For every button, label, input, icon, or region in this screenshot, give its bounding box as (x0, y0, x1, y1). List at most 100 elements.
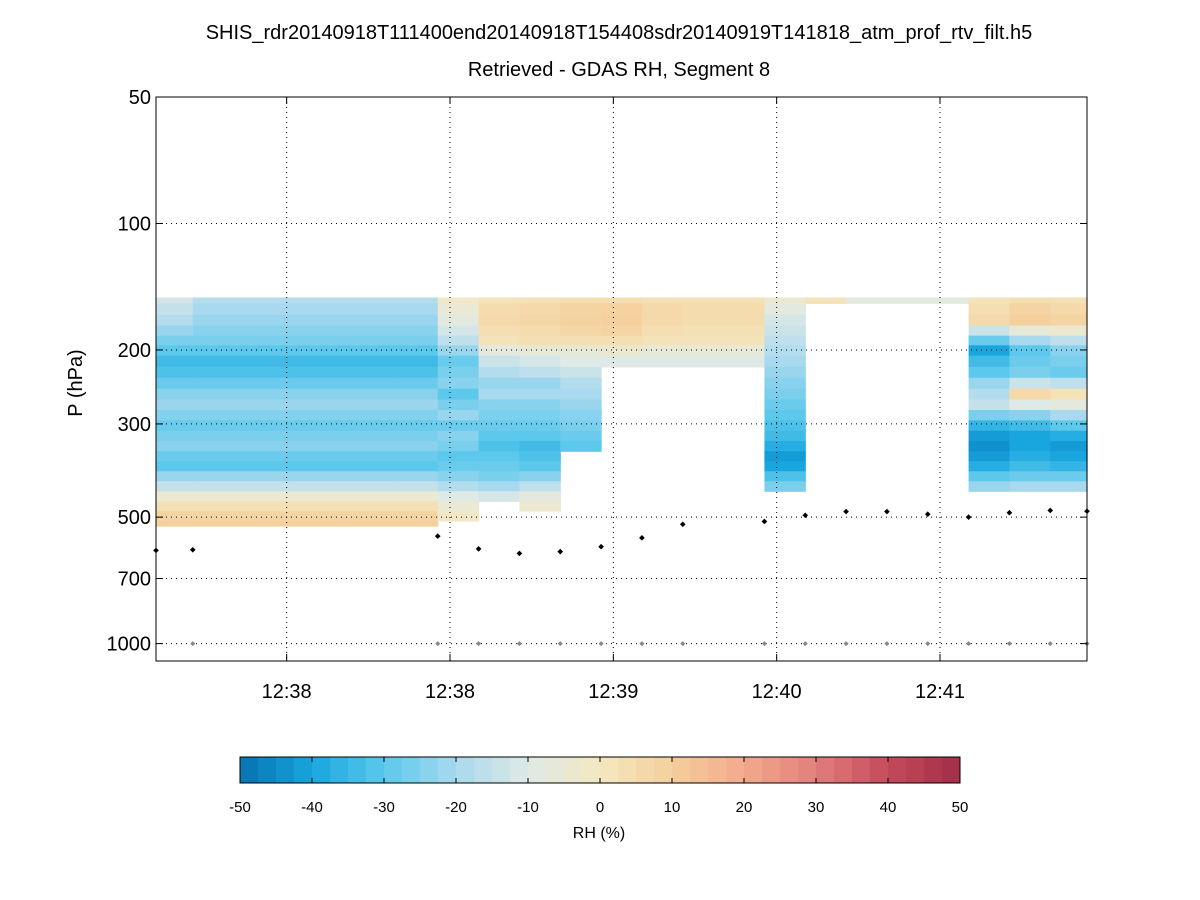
surface-pressure-marker (1047, 507, 1054, 514)
heatmap-cell (519, 399, 561, 411)
heatmap-cell (192, 511, 296, 522)
heatmap-cell (641, 325, 684, 337)
surface-pressure-marker (965, 514, 972, 520)
heatmap-cell (519, 440, 561, 452)
colorbar-cell (816, 757, 835, 783)
heatmap-cell (396, 471, 439, 482)
heatmap-cell (968, 399, 1011, 411)
heatmap-cell (478, 345, 521, 357)
heatmap-cell (192, 471, 296, 482)
heatmap-cell (156, 377, 194, 390)
bottom-level-marker (190, 641, 196, 647)
heatmap-cell (764, 461, 806, 472)
colorbar-tick-label: 0 (596, 799, 604, 816)
colorbar-ticks: -50 -40 -30 -20 -10 0 10 20 30 40 50 (229, 757, 968, 816)
y-tick-label: 200 (118, 340, 151, 362)
heatmap-cell (601, 355, 643, 368)
heatmap-cell (641, 303, 684, 316)
heatmap-cell (294, 430, 398, 442)
surface-pressure-marker (884, 508, 890, 515)
heatmap-cell (1050, 297, 1088, 304)
heatmap-cell (396, 511, 439, 522)
heatmap-cell (968, 314, 1011, 327)
heatmap-cell (1009, 325, 1051, 337)
heatmap-cell (1009, 377, 1051, 390)
colorbar-cell (312, 757, 331, 783)
heatmap-cell (682, 314, 766, 327)
heatmap-cell (764, 345, 806, 357)
heatmap-cell (560, 297, 602, 304)
chart-title: SHIS_rdr20140918T111400end20140918T15440… (206, 22, 1033, 44)
heatmap-cell (156, 366, 194, 379)
heatmap-cell (968, 471, 1011, 482)
heatmap-cell (764, 409, 806, 422)
heatmap-cell (1009, 409, 1051, 422)
heatmap-cell (192, 325, 296, 337)
plot-area (153, 96, 1090, 662)
heatmap-cell (478, 420, 521, 432)
heatmap-cell (601, 335, 643, 346)
heatmap-cell (968, 440, 1011, 452)
heatmap-cell (437, 388, 480, 401)
colorbar-cell (294, 757, 313, 783)
heatmap-cell (519, 420, 561, 432)
y-tick-label: 300 (118, 414, 151, 436)
surface-pressure-marker (475, 546, 482, 552)
bottom-level-marker (680, 641, 686, 647)
heatmap-cell (519, 303, 561, 316)
heatmap-cell (437, 430, 480, 442)
heatmap-cell (1050, 461, 1088, 472)
heatmap-cell (294, 303, 398, 316)
colorbar-cell (636, 757, 655, 783)
heatmap-cell (968, 430, 1011, 442)
colorbar-cell (474, 757, 493, 783)
heatmap-cell (294, 501, 398, 512)
heatmap-cell (192, 481, 296, 492)
colorbar-cell (852, 757, 871, 783)
plot-frame (155, 96, 1088, 662)
heatmap-cell (519, 461, 561, 472)
heatmap-cell (1050, 430, 1088, 442)
colorbar-cell (456, 757, 475, 783)
heatmap-cell (156, 345, 194, 357)
heatmap-cell (396, 399, 439, 411)
bottom-level-marker (761, 641, 767, 647)
heatmap-cell (437, 303, 480, 316)
heatmap-cell (156, 420, 194, 432)
colorbar-cell (600, 757, 619, 783)
heatmap-cell (396, 388, 439, 401)
heatmap-cell (437, 297, 480, 304)
colorbar-cell (834, 757, 853, 783)
colorbar-cell (906, 757, 925, 783)
heatmap-cell (437, 491, 480, 502)
heatmap-cell (478, 451, 521, 462)
heatmap-cell (968, 335, 1011, 346)
heatmap-cell (478, 409, 521, 422)
heatmap-cell (156, 325, 194, 337)
heatmap-cell (294, 471, 398, 482)
heatmap-cell (192, 491, 296, 502)
heatmap-cell (601, 303, 643, 316)
heatmap-cell (192, 451, 296, 462)
heatmap-cell (192, 366, 296, 379)
heatmap-cell (156, 501, 194, 512)
heatmap-cell (396, 355, 439, 368)
heatmap-cell (156, 355, 194, 368)
heatmap-cell (519, 501, 561, 512)
colorbar-tick-label: 10 (664, 799, 681, 816)
heatmap-cell (1050, 377, 1088, 390)
heatmap-cell (396, 314, 439, 327)
heatmap-cell (192, 440, 296, 452)
colorbar-cell (726, 757, 745, 783)
heatmap-cell (156, 409, 194, 422)
heatmap-cell (156, 440, 194, 452)
heatmap-cell (764, 471, 806, 482)
heatmap-cell (192, 521, 296, 527)
heatmap-cell (478, 430, 521, 442)
colorbar-cell (582, 757, 601, 783)
colorbar-cell (654, 757, 673, 783)
heatmap-cell (156, 314, 194, 327)
heatmap-cell (192, 355, 296, 368)
colorbar-cell (420, 757, 439, 783)
